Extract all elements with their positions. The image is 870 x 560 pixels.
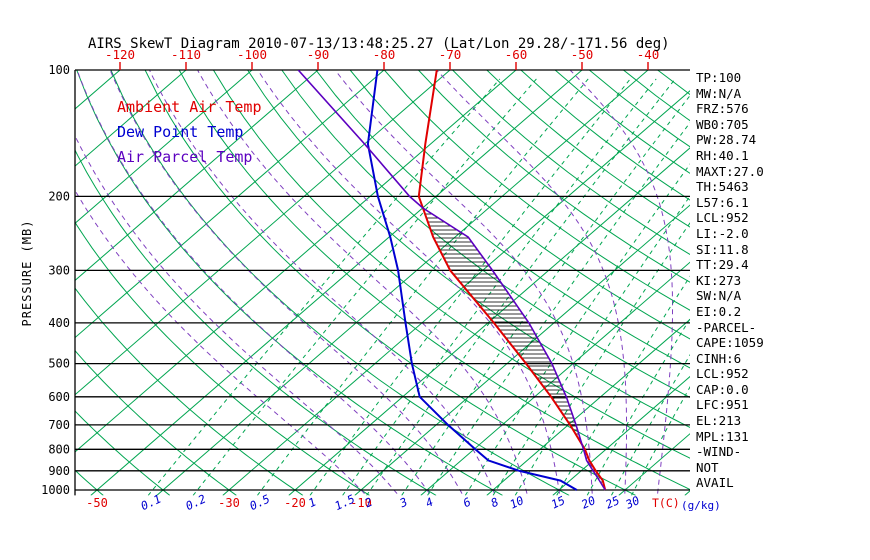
info-panel-line: TH:5463	[696, 179, 749, 195]
svg-text:800: 800	[48, 442, 70, 456]
info-panel-line: CINH:6	[696, 350, 742, 366]
svg-text:-40: -40	[637, 47, 660, 62]
svg-text:-80: -80	[373, 47, 396, 62]
svg-text:200: 200	[48, 189, 70, 203]
svg-text:-50: -50	[86, 496, 108, 510]
svg-text:1000: 1000	[41, 483, 70, 497]
ambient-curve	[417, 70, 607, 491]
svg-text:4: 4	[423, 495, 435, 511]
info-panel: TP:100 MW:N/A FRZ:576 WB0:705 PW:28.74 RH:40.…	[696, 70, 764, 491]
svg-text:20: 20	[579, 493, 598, 512]
svg-text:0.2: 0.2	[183, 492, 208, 513]
info-panel-line: TP:100	[696, 70, 742, 85]
pressure-axis-label: PRESSURE (MB)	[20, 219, 34, 327]
svg-text:25: 25	[603, 493, 622, 512]
svg-text:500: 500	[48, 357, 70, 371]
svg-text:8: 8	[489, 495, 501, 511]
info-panel-line: CAP:0.0	[696, 381, 749, 397]
info-panel-line: SW:N/A	[696, 288, 742, 304]
svg-text:30: 30	[622, 493, 641, 512]
info-panel-line: -PARCEL-	[696, 319, 757, 335]
info-panel-line: MW:N/A	[696, 85, 742, 101]
svg-text:-110: -110	[171, 47, 201, 62]
info-panel-line: MAXT:27.0	[696, 163, 764, 179]
info-panel-line: NOT	[696, 459, 719, 475]
info-panel-line: TT:29.4	[696, 257, 749, 273]
info-panel-line: AVAIL	[696, 475, 734, 491]
svg-text:-50: -50	[571, 47, 594, 62]
legend-item: Air Parcel Temp	[117, 148, 253, 166]
svg-text:-70: -70	[439, 47, 462, 62]
info-panel-line: -WIND-	[696, 444, 742, 460]
svg-text:1: 1	[306, 495, 318, 511]
svg-text:900: 900	[48, 464, 70, 478]
svg-text:10: 10	[507, 493, 526, 512]
temp-unit-label: T(C)	[652, 496, 680, 510]
svg-text:15: 15	[549, 493, 568, 512]
svg-text:-10: -10	[350, 496, 372, 510]
svg-text:-30: -30	[218, 496, 240, 510]
mixing-unit-label: (g/kg)	[681, 499, 721, 512]
parcel-curve	[297, 70, 606, 491]
info-panel-line: PW:28.74	[696, 132, 757, 148]
pressure-grid	[74, 69, 690, 496]
svg-text:6: 6	[461, 495, 473, 511]
svg-text:-90: -90	[307, 47, 330, 62]
axis-labels: -120 -110 -100 -90 -80 -70 -60 -50 -40 100 200 300 4…	[41, 47, 721, 513]
info-panel-line: L57:6.1	[696, 194, 749, 210]
info-panel-line: CAPE:1059	[696, 335, 764, 351]
svg-text:0.5: 0.5	[247, 492, 272, 513]
info-panel-line: KI:273	[696, 272, 742, 288]
info-panel-line: LI:-2.0	[696, 225, 749, 241]
svg-text:400: 400	[48, 316, 70, 330]
info-panel-line: FRZ:576	[696, 101, 749, 117]
svg-text:0.1: 0.1	[139, 492, 164, 513]
svg-text:100: 100	[48, 63, 70, 77]
svg-text:600: 600	[48, 390, 70, 404]
svg-text:700: 700	[48, 418, 70, 432]
info-panel-line: MPL:131	[696, 428, 749, 444]
info-panel-line: LFC:951	[696, 397, 749, 413]
svg-text:-100: -100	[237, 47, 267, 62]
svg-text:-60: -60	[505, 47, 528, 62]
legend-item: Dew Point Temp	[117, 123, 244, 141]
dewpoint-curve	[366, 70, 578, 491]
info-panel-line: RH:40.1	[696, 147, 749, 163]
chart-title: AIRS SkewT Diagram 2010-07-13/13:48:25.2…	[88, 36, 670, 52]
sounding-curves	[297, 70, 607, 491]
legend-item: Ambient Air Temp	[117, 98, 262, 116]
info-panel-line: EI:0.2	[696, 303, 742, 319]
svg-text:-20: -20	[284, 496, 306, 510]
info-panel-line: LCL:952	[696, 210, 749, 226]
svg-text:300: 300	[48, 263, 70, 277]
info-panel-line: LCL:952	[696, 366, 749, 382]
info-panel-line: SI:11.8	[696, 241, 749, 257]
cape-hatch-area	[422, 207, 604, 483]
info-panel-line: WB0:705	[696, 116, 749, 132]
svg-text:3: 3	[397, 495, 410, 511]
info-panel-line: EL:213	[696, 413, 742, 429]
svg-text:-120: -120	[105, 47, 135, 62]
legend: Ambient Air Temp Dew Point Temp Air Parcel…	[117, 95, 262, 170]
